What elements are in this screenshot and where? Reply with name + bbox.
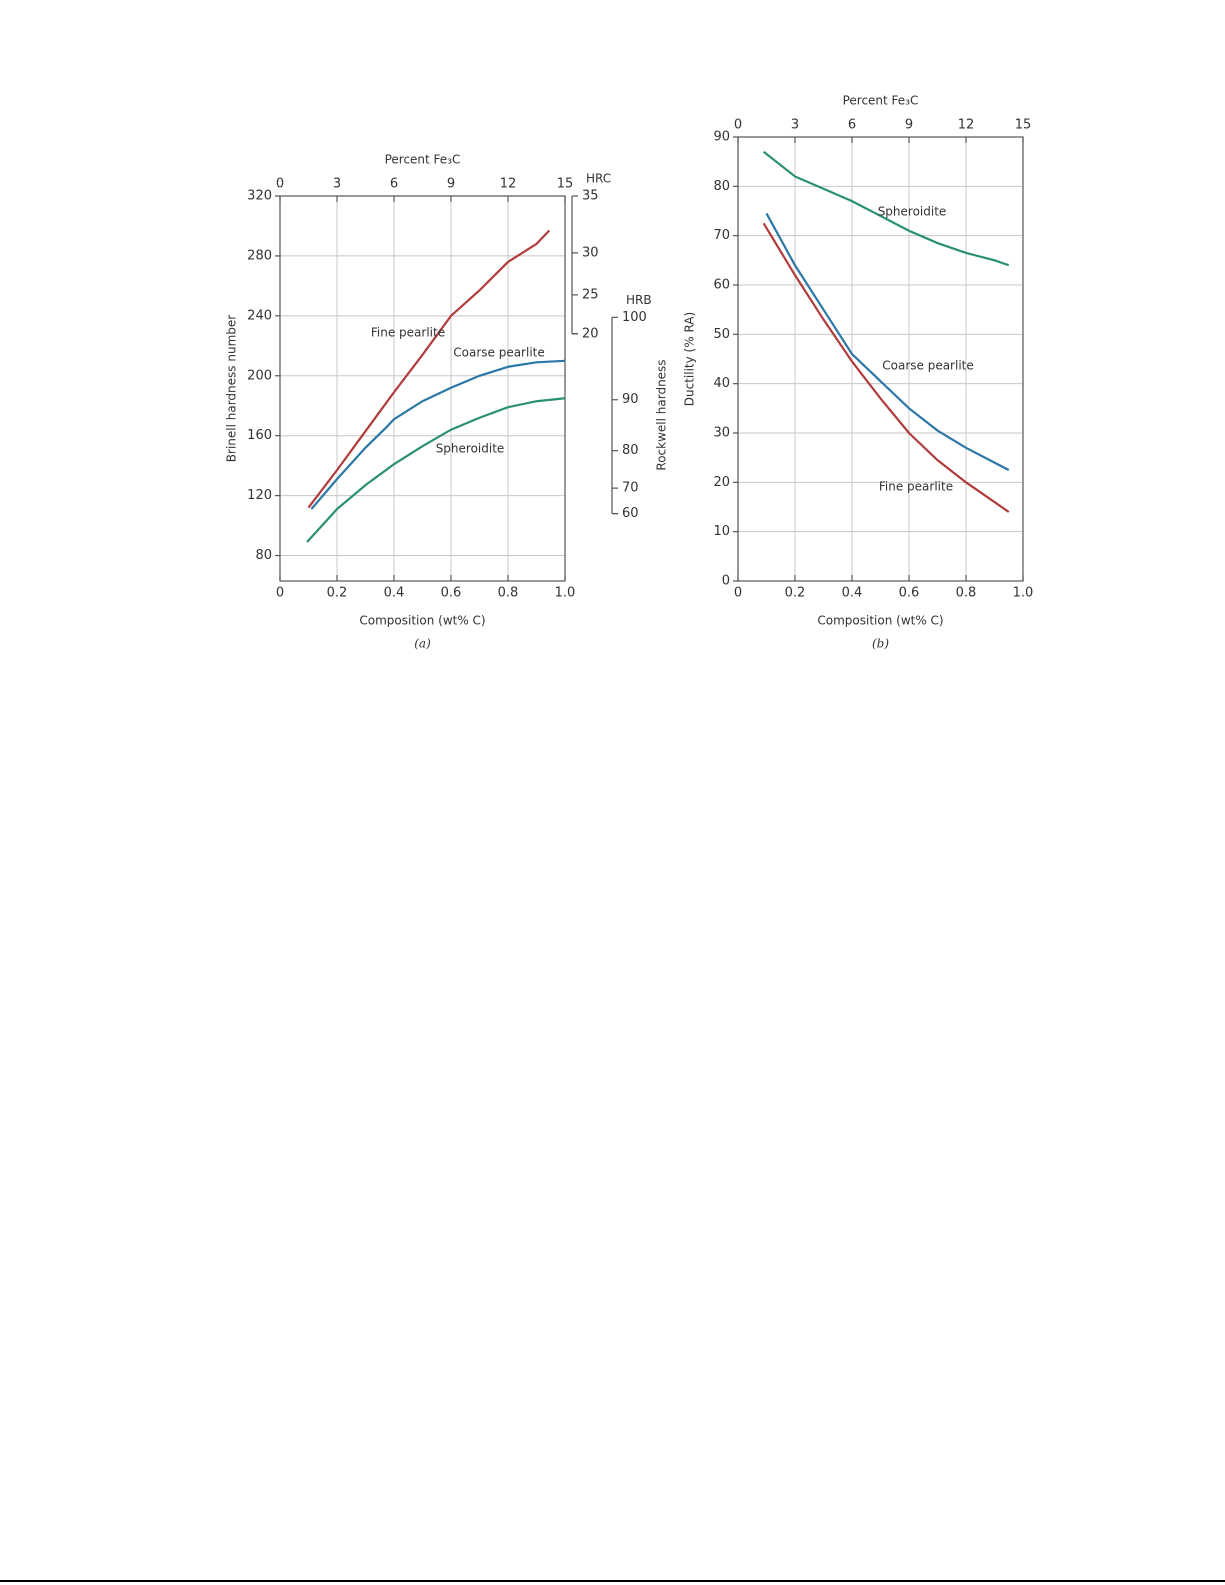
aux-scale-name: HRC [586, 172, 611, 186]
aux-axis-label: Rockwell hardness [655, 359, 669, 470]
y-tick-label: 160 [247, 428, 272, 443]
x-tick-label: 0.6 [899, 586, 920, 601]
y-tick-label: 90 [713, 130, 730, 145]
x-tick-label: 1.0 [1013, 586, 1034, 601]
curve [310, 359, 566, 510]
aux-tick-label: 20 [582, 326, 599, 341]
y-axis-label: Ductility (% RA) [683, 312, 697, 406]
curve-label: Coarse pearlite [882, 359, 974, 373]
x-tick-label: 0.2 [785, 586, 806, 601]
y-tick-label: 50 [713, 327, 730, 342]
x-tick-label: 0.6 [441, 586, 462, 601]
aux-tick-label: 60 [622, 506, 639, 521]
x2-tick-label: 0 [276, 177, 284, 192]
aux-tick-label: 90 [622, 392, 639, 407]
aux-tick-label: 80 [622, 443, 639, 458]
y-tick-label: 10 [713, 524, 730, 539]
curve [762, 222, 1010, 513]
y-tick-label: 240 [247, 308, 272, 323]
x2-tick-label: 6 [848, 118, 856, 133]
aux-scale-name: HRB [626, 293, 652, 307]
aux-tick-label: 35 [582, 189, 599, 204]
x2-tick-label: 6 [390, 177, 398, 192]
x-tick-label: 0.8 [956, 586, 977, 601]
y-tick-label: 320 [247, 189, 272, 204]
x2-tick-label: 15 [1015, 118, 1032, 133]
curve-label: Coarse pearlite [453, 346, 545, 360]
curve-label: Spheroidite [878, 205, 947, 219]
curve [306, 397, 566, 543]
curve [307, 229, 551, 509]
panel-label: (a) [414, 637, 431, 651]
aux-tick-label: 70 [622, 481, 639, 496]
x2-tick-label: 12 [500, 177, 517, 192]
curve-label: Fine pearlite [879, 480, 953, 494]
curve-label: Fine pearlite [371, 326, 445, 340]
panel-label: (b) [872, 637, 889, 651]
x2-tick-label: 9 [905, 118, 913, 133]
y-tick-label: 60 [713, 278, 730, 293]
x2-tick-label: 0 [734, 118, 742, 133]
y-tick-label: 0 [722, 574, 730, 589]
x2-tick-label: 9 [447, 177, 455, 192]
curve-label: Spheroidite [436, 442, 505, 456]
y-tick-label: 80 [255, 548, 272, 563]
y-tick-label: 120 [247, 488, 272, 503]
x-tick-label: 0 [276, 586, 284, 601]
plot-frame [737, 136, 1024, 582]
curve [765, 212, 1010, 471]
x2-tick-label: 3 [333, 177, 341, 192]
x-axis-label: Composition (wt% C) [359, 614, 485, 628]
plot-frame [279, 195, 566, 582]
x2-axis-label: Percent Fe₃C [385, 153, 461, 167]
x2-tick-label: 15 [557, 177, 574, 192]
y-tick-label: 280 [247, 248, 272, 263]
y-tick-label: 200 [247, 368, 272, 383]
aux-tick-label: 25 [582, 287, 599, 302]
x2-tick-label: 3 [791, 118, 799, 133]
y-axis-label: Brinell hardness number [225, 315, 239, 462]
x-tick-label: 1.0 [555, 586, 576, 601]
aux-tick-label: 30 [582, 245, 599, 260]
aux-tick-label: 100 [622, 310, 647, 325]
x2-axis-label: Percent Fe₃C [843, 94, 919, 108]
curve [762, 150, 1010, 267]
x-tick-label: 0 [734, 586, 742, 601]
y-tick-label: 40 [713, 376, 730, 391]
x-tick-label: 0.2 [327, 586, 348, 601]
x-axis-label: Composition (wt% C) [817, 614, 943, 628]
x-tick-label: 0.8 [498, 586, 519, 601]
y-tick-label: 70 [713, 228, 730, 243]
x2-tick-label: 12 [958, 118, 975, 133]
y-tick-label: 30 [713, 426, 730, 441]
x-tick-label: 0.4 [842, 586, 863, 601]
y-tick-label: 80 [713, 179, 730, 194]
x-tick-label: 0.4 [384, 586, 405, 601]
y-tick-label: 20 [713, 475, 730, 490]
